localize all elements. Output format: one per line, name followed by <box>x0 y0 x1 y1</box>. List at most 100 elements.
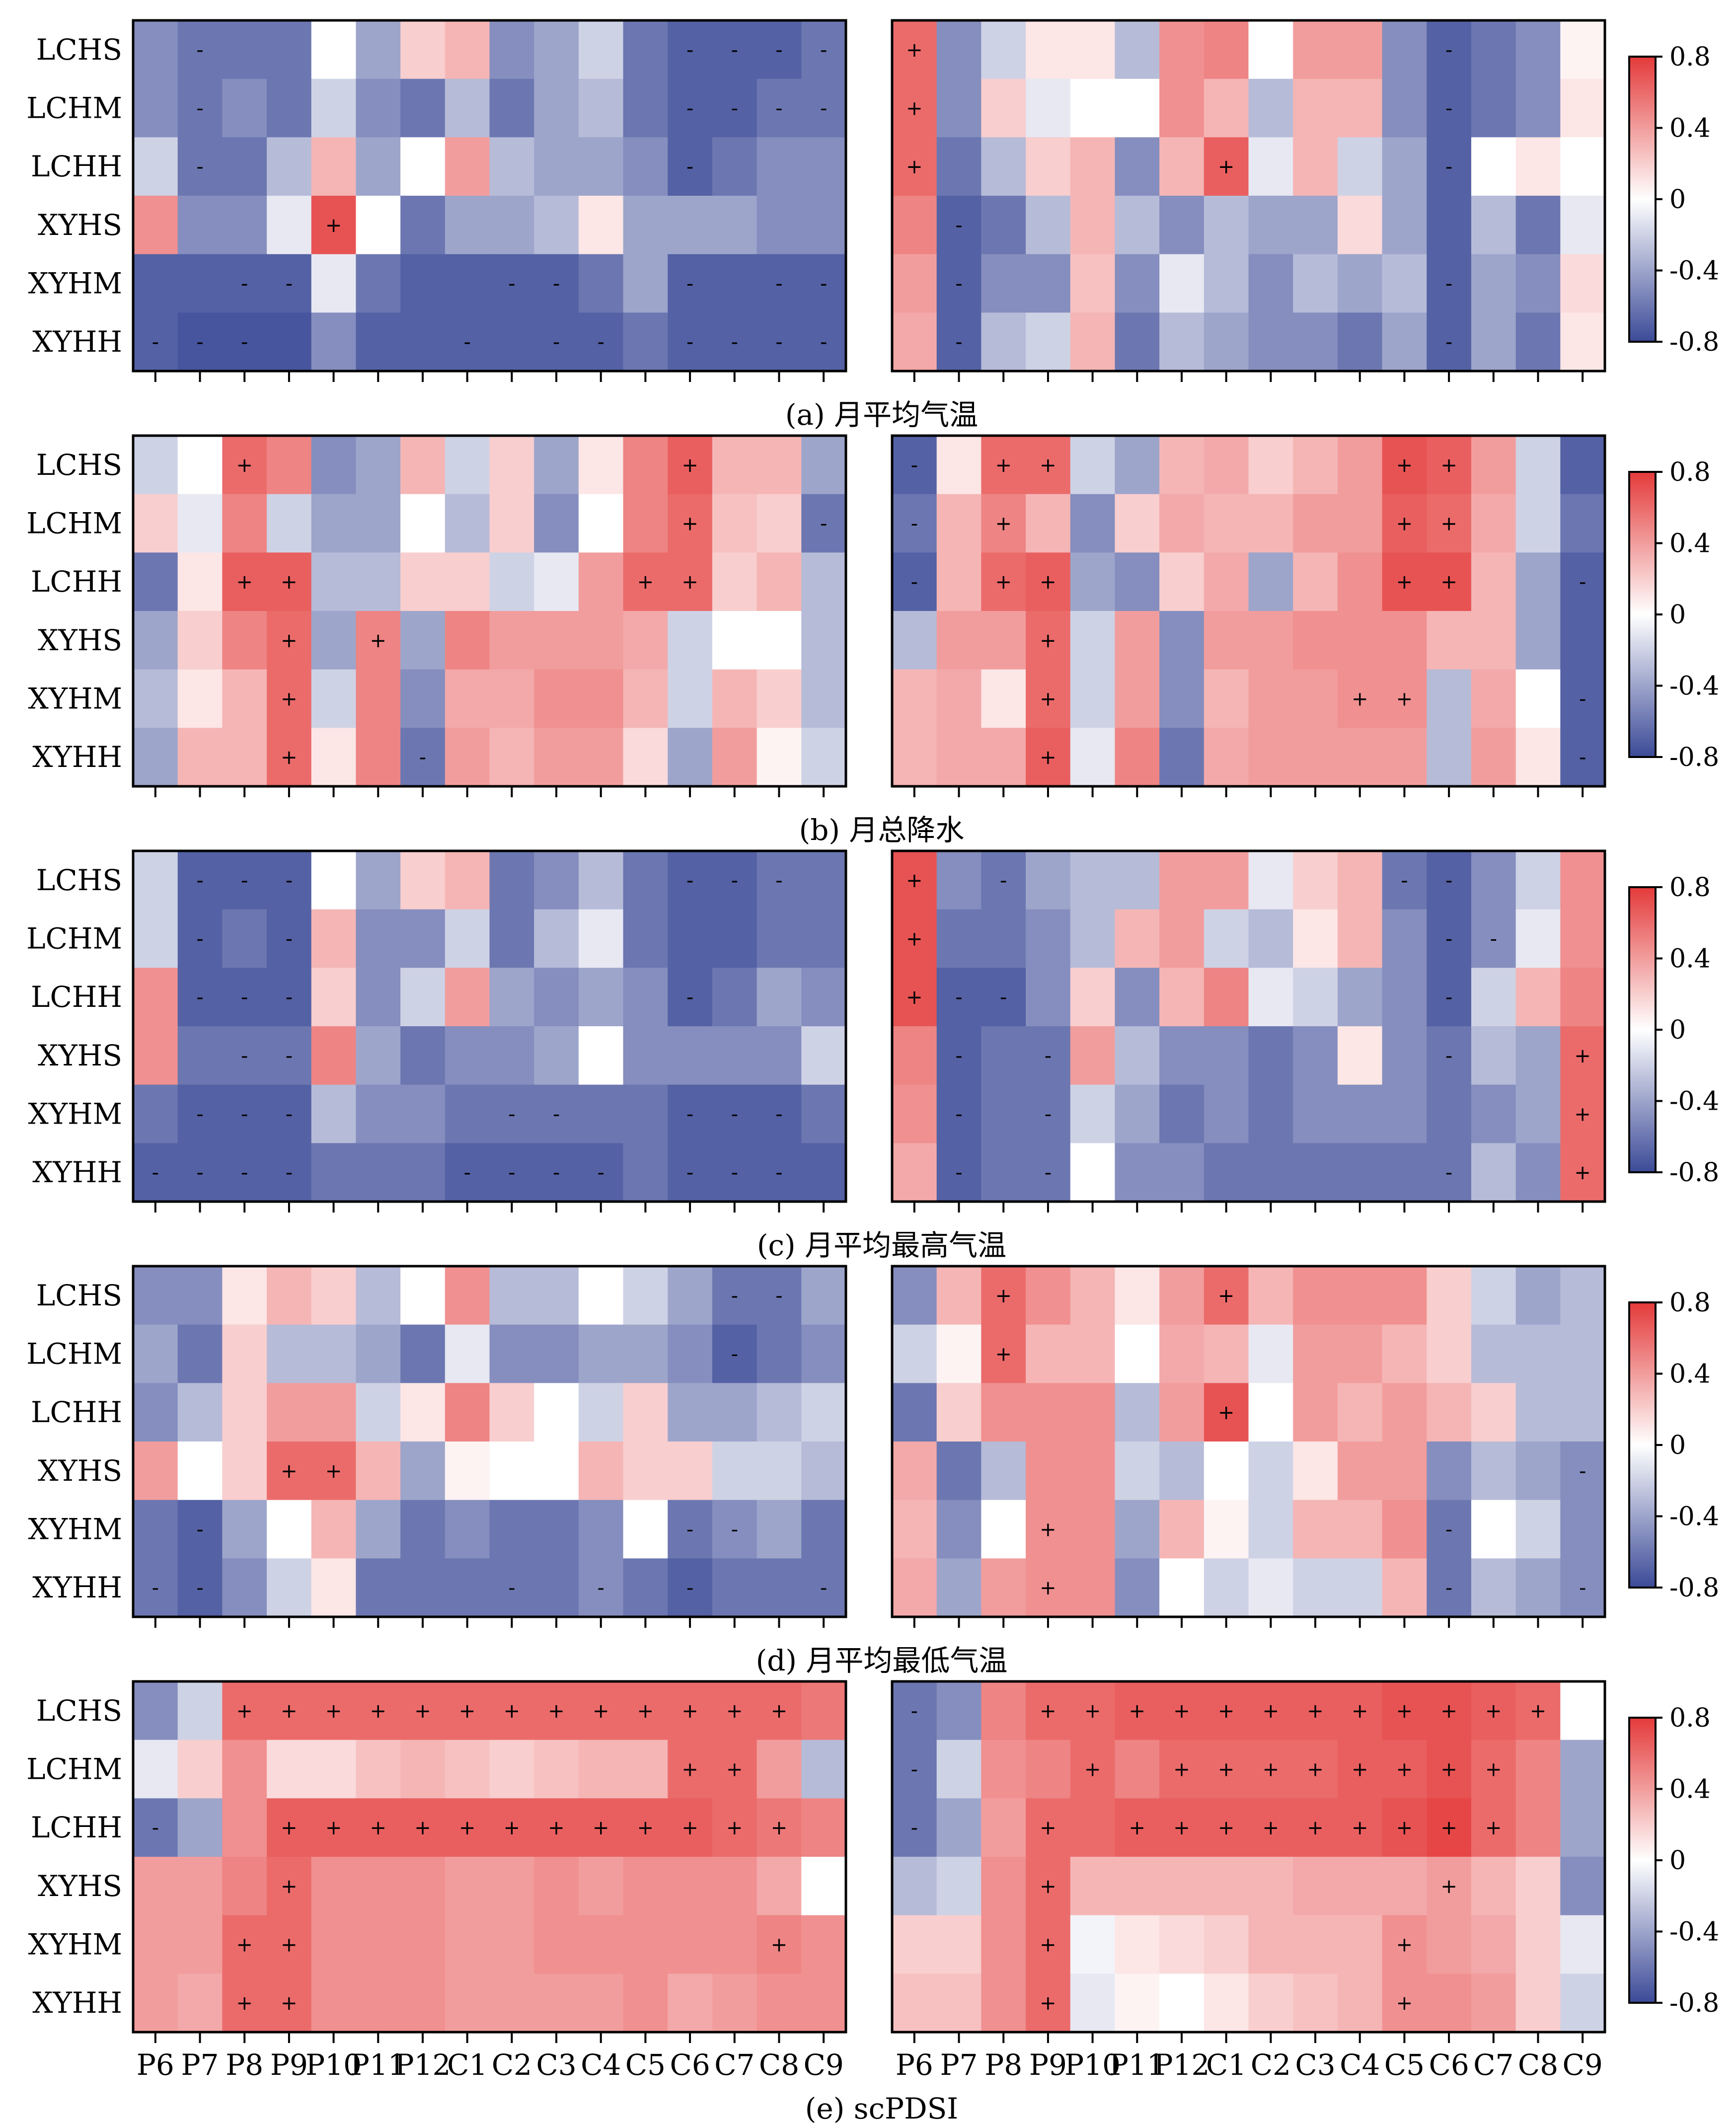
heatmap-cell <box>1382 909 1427 968</box>
heatmap-cell <box>892 1441 937 1501</box>
significance-mark: - <box>152 331 159 354</box>
significance-mark: - <box>241 1103 248 1126</box>
heatmap-cell <box>668 1500 713 1559</box>
significance-mark: + <box>995 1285 1012 1307</box>
heatmap-cell <box>1248 851 1293 910</box>
heatmap-cell <box>1070 312 1116 372</box>
heatmap-cell <box>1560 196 1605 255</box>
heatmap-cell <box>1560 728 1605 787</box>
row-label: XYHM <box>28 267 122 301</box>
heatmap-cell <box>1515 1324 1561 1383</box>
heatmap-cell <box>1560 137 1605 196</box>
heatmap-cell <box>534 312 579 372</box>
significance-mark: - <box>241 1045 248 1067</box>
heatmap-cell <box>400 1441 446 1501</box>
heatmap-cell <box>1159 1915 1205 1974</box>
heatmap-cell <box>177 254 223 313</box>
heatmap-cell <box>712 1143 757 1202</box>
column-label: C4 <box>581 2048 621 2082</box>
heatmap-cell <box>668 1857 713 1916</box>
heatmap-cell <box>1204 1681 1249 1741</box>
significance-mark: + <box>548 1700 565 1723</box>
heatmap-cell <box>668 1558 713 1617</box>
heatmap-cell <box>668 1973 713 2033</box>
heatmap-cell <box>356 78 401 138</box>
significance-mark: - <box>1579 688 1586 711</box>
heatmap-cell <box>133 728 178 787</box>
heatmap-cell <box>267 254 312 313</box>
significance-mark: - <box>1445 1161 1452 1184</box>
heatmap-cell <box>623 611 668 670</box>
significance-mark: - <box>508 1103 515 1126</box>
heatmap-cell <box>133 1266 178 1325</box>
heatmap-cell <box>1293 728 1338 787</box>
heatmap-cell <box>356 312 401 372</box>
heatmap-cell <box>1115 1084 1160 1143</box>
heatmap-cell <box>712 552 757 611</box>
heatmap-cell <box>1471 1558 1516 1617</box>
heatmap-cell <box>534 968 579 1027</box>
significance-mark: - <box>955 986 962 1009</box>
heatmap-cell <box>1382 1026 1427 1085</box>
heatmap-cell <box>668 968 713 1027</box>
heatmap-cell <box>801 851 846 910</box>
significance-mark: + <box>1218 1758 1235 1781</box>
heatmap-cell <box>1070 1383 1116 1442</box>
heatmap-cell <box>1070 1915 1116 1974</box>
heatmap-cell <box>756 1266 802 1325</box>
heatmap-cell <box>623 436 668 495</box>
heatmap-cell <box>1382 1915 1427 1974</box>
heatmap-cell <box>668 1798 713 1857</box>
heatmap-cell <box>712 436 757 495</box>
panel-caption: (c) 月平均最高气温 <box>757 1228 1006 1262</box>
heatmap-cell <box>1471 1266 1516 1325</box>
heatmap-cell <box>1026 1681 1071 1741</box>
heatmap-cell <box>1515 436 1561 495</box>
heatmap-cell <box>1427 968 1472 1027</box>
heatmap-cell <box>1159 968 1205 1027</box>
heatmap-cell <box>1115 1740 1160 1799</box>
heatmap-cell <box>1337 1973 1383 2033</box>
heatmap-cell <box>1337 1441 1383 1501</box>
heatmap-cell <box>936 196 981 255</box>
heatmap-cell <box>936 1798 981 1857</box>
heatmap-cell <box>445 137 490 196</box>
heatmap-cell <box>1427 1383 1472 1442</box>
significance-mark: + <box>681 571 698 594</box>
heatmap-cell <box>1382 436 1427 495</box>
significance-mark: + <box>1218 155 1235 178</box>
heatmap-cell <box>1115 1915 1160 1974</box>
heatmap-cell <box>133 1383 178 1442</box>
heatmap-cell <box>356 669 401 728</box>
heatmap-cell <box>981 137 1026 196</box>
heatmap-cell <box>1115 494 1160 553</box>
significance-mark: + <box>906 869 923 892</box>
heatmap-cell <box>1115 312 1160 372</box>
heatmap-cell <box>1115 1266 1160 1325</box>
heatmap-cell <box>712 1740 757 1799</box>
heatmap-cell <box>1026 1441 1071 1501</box>
significance-mark: - <box>955 1045 962 1067</box>
significance-mark: - <box>152 1161 159 1184</box>
heatmap-cell <box>311 669 357 728</box>
heatmap-cell <box>356 611 401 670</box>
heatmap-cell <box>222 728 267 787</box>
colorbar-tick-label: -0.4 <box>1669 1502 1719 1532</box>
heatmap-cell <box>801 1973 846 2033</box>
heatmap-cell <box>1337 851 1383 910</box>
heatmap-cell <box>1471 552 1516 611</box>
heatmap-cell <box>534 1740 579 1799</box>
heatmap-cell <box>892 1798 937 1857</box>
heatmap-cell <box>1515 196 1561 255</box>
significance-mark: - <box>775 39 782 62</box>
heatmap-cell <box>177 78 223 138</box>
heatmap-cell <box>1293 254 1338 313</box>
heatmap-cell <box>1204 1143 1249 1202</box>
heatmap-cell <box>1248 1266 1293 1325</box>
heatmap-cell <box>534 1915 579 1974</box>
heatmap-cell <box>1471 1441 1516 1501</box>
heatmap-cell <box>311 909 357 968</box>
heatmap-cell <box>801 611 846 670</box>
column-label: P10 <box>1064 2048 1121 2082</box>
heatmap-cell <box>400 137 446 196</box>
